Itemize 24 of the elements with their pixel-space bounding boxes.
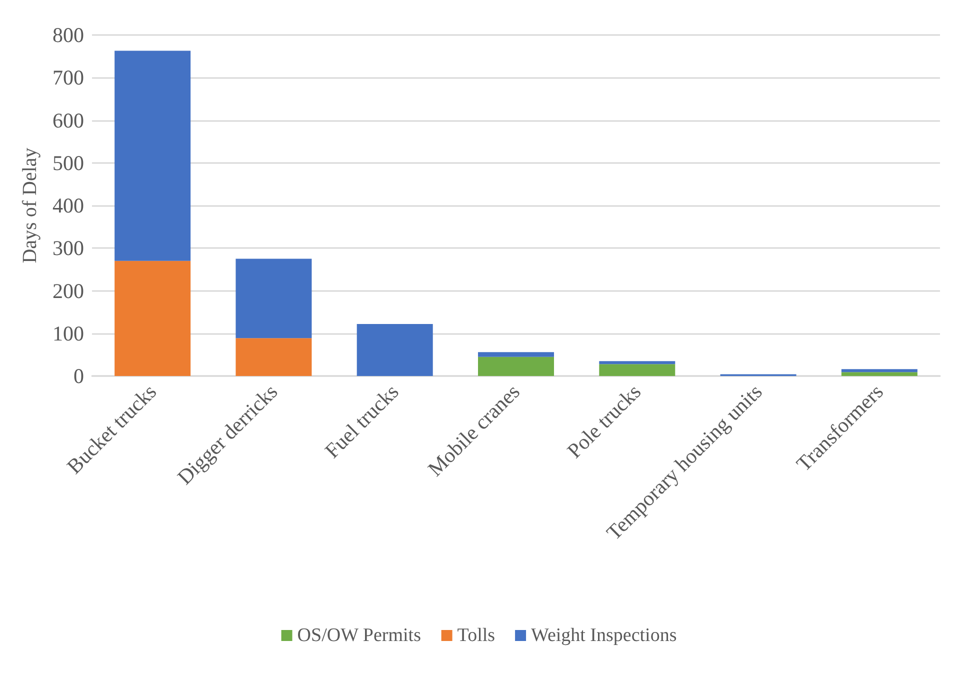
bar bbox=[114, 260, 191, 376]
legend-label: Weight Inspections bbox=[531, 625, 677, 646]
y-tick-label: 700 bbox=[52, 66, 84, 90]
y-axis-title: Days of Delay bbox=[19, 148, 41, 264]
legend-label: OS/OW Permits bbox=[297, 625, 421, 646]
bar bbox=[478, 352, 554, 357]
bar bbox=[236, 338, 312, 376]
bar bbox=[356, 324, 433, 376]
bar bbox=[478, 356, 554, 376]
y-tick-label: 100 bbox=[52, 321, 84, 346]
bar bbox=[599, 364, 676, 376]
bar bbox=[236, 258, 312, 338]
y-tick-label: 500 bbox=[52, 150, 84, 175]
y-tick-label: 0 bbox=[74, 364, 84, 388]
bar bbox=[599, 361, 676, 364]
bar bbox=[114, 50, 191, 261]
y-tick-label: 400 bbox=[52, 194, 84, 218]
y-tick-label: 200 bbox=[52, 278, 84, 303]
legend-label: Tolls bbox=[457, 625, 496, 646]
y-tick-label: 600 bbox=[52, 108, 84, 132]
y-tick-label: 300 bbox=[52, 236, 84, 260]
bar bbox=[841, 372, 918, 376]
bar bbox=[841, 369, 918, 372]
y-tick-label: 800 bbox=[52, 23, 84, 47]
